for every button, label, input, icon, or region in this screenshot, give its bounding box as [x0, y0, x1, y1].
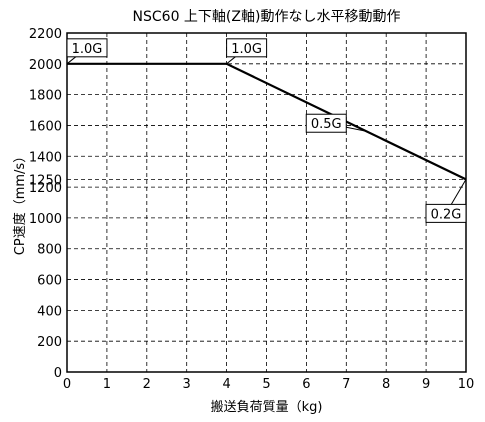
plot-area — [66, 32, 467, 373]
x-axis-title: 搬送負荷質量（kg) — [211, 400, 323, 415]
annotation-box — [305, 113, 347, 133]
x-tick-label: 10 — [458, 377, 475, 392]
y-tick-label: 1200 — [29, 181, 62, 196]
x-tick-label: 1 — [103, 377, 111, 392]
x-tick-label: 2 — [143, 377, 151, 392]
annotation-label: 1.0G — [72, 42, 103, 57]
y-tick-label: 1250 — [29, 173, 62, 188]
y-tick-label: 800 — [37, 243, 62, 258]
y-tick-label: 2000 — [29, 58, 62, 73]
y-tick-label: 1400 — [29, 150, 62, 165]
chart-title: NSC60 上下軸(Z軸)動作なし水平移動動作 — [133, 9, 401, 25]
annotations: 1.0G 1.0G 0.5G 0.2G — [66, 38, 467, 223]
annotation-label: 0.5G — [311, 117, 342, 132]
y-tick-label: 600 — [37, 274, 62, 289]
x-tick-label: 7 — [342, 377, 350, 392]
x-tick-label: 8 — [382, 377, 390, 392]
y-tick-label: 1800 — [29, 89, 62, 104]
x-tick-label: 9 — [422, 377, 430, 392]
grid — [67, 33, 466, 372]
annotation-callout: 0.5G — [305, 113, 367, 133]
y-tick-label: 400 — [37, 304, 62, 319]
x-tick-labels: 0 1 2 3 4 5 6 7 8 9 10 — [63, 377, 474, 392]
annotation-label: 0.2G — [431, 207, 462, 222]
annotation-callout: 0.2G — [425, 179, 467, 223]
y-tick-label: 0 — [54, 366, 62, 381]
y-tick-label: 200 — [37, 335, 62, 350]
y-tick-label: 2200 — [29, 27, 62, 42]
x-tick-label: 6 — [302, 377, 310, 392]
x-tick-label: 5 — [262, 377, 270, 392]
x-tick-label: 4 — [222, 377, 230, 392]
y-axis-title: CP速度（mm/s） — [12, 150, 28, 255]
series-line — [67, 62, 467, 181]
annotation-callout: 1.0G — [66, 38, 108, 65]
annotation-box — [425, 203, 467, 223]
annotation-box — [226, 38, 268, 58]
annotation-callout: 1.0G — [226, 38, 268, 65]
annotation-label: 1.0G — [231, 42, 262, 57]
x-tick-label: 3 — [183, 377, 191, 392]
x-tick-label: 0 — [63, 377, 71, 392]
y-tick-label: 1000 — [29, 212, 62, 227]
annotation-box — [66, 38, 108, 58]
y-tick-label: 1600 — [29, 119, 62, 134]
